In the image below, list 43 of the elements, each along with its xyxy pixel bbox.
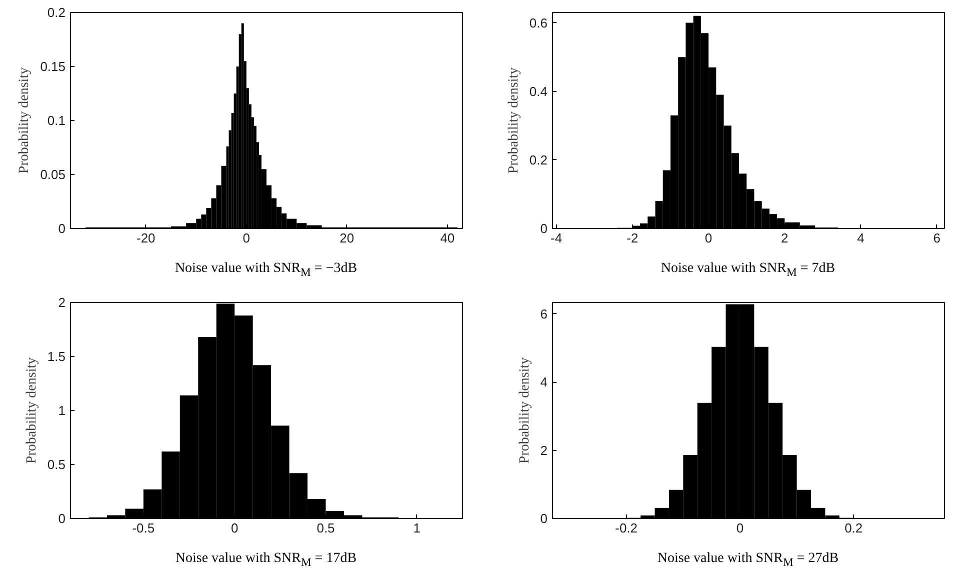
x-axis-title: Noise value with SNR$_{M}$ = 7dB	[660, 260, 836, 281]
x-tick-label: 0.2	[844, 520, 863, 536]
y-tick-label: 0.2	[529, 152, 548, 168]
x-tick-label: -20	[136, 230, 156, 246]
y-tick-label: 0	[540, 221, 548, 236]
x-tick-label: 0	[736, 520, 744, 536]
x-axis-title: Noise value with SNR$_{M}$ = −3dB	[174, 260, 358, 281]
x-tick-label: 0	[230, 520, 238, 536]
y-tick-label: 6	[540, 306, 548, 322]
x-tick-label: 6	[933, 230, 941, 246]
y-tick-label: 1	[58, 403, 66, 418]
y-tick-label: 0.2	[47, 5, 66, 20]
x-tick-label: 4	[857, 230, 864, 246]
x-axis-title: Noise value with SNR$_{M}$ = 17dB	[175, 550, 357, 571]
x-tick-label: -0.2	[615, 520, 638, 536]
y-tick-label: 1.5	[47, 349, 66, 364]
y-tick-label: 0.05	[40, 167, 66, 182]
x-tick-label: 20	[340, 230, 354, 246]
y-tick-label: 0.4	[529, 84, 548, 99]
x-tick-label: -4	[550, 230, 562, 246]
y-tick-label: 0.1	[47, 113, 66, 128]
x-tick-label: 40	[440, 230, 455, 246]
x-axis-title: Noise value with SNR$_{M}$ = 27dB	[657, 550, 839, 571]
x-tick-label: 0.5	[316, 520, 335, 536]
y-tick-label: 0.15	[40, 59, 66, 74]
y-tick-label: 4	[540, 374, 548, 390]
y-axis-title: Probability density	[24, 357, 40, 464]
y-tick-label: 0.5	[47, 457, 66, 472]
x-tick-label: -0.5	[132, 520, 155, 536]
y-axis-title: Probability density	[517, 357, 532, 464]
x-tick-label: -2	[626, 230, 638, 246]
y-axis-title: Probability density	[506, 67, 522, 174]
y-tick-label: 2	[58, 295, 66, 310]
y-axis-title: Probability density	[17, 67, 32, 174]
y-tick-label: 0	[58, 511, 66, 526]
y-tick-label: 0.6	[529, 15, 548, 30]
y-tick-label: 0	[58, 221, 66, 236]
x-tick-label: 0	[242, 230, 250, 246]
y-tick-label: 2	[540, 442, 548, 458]
y-tick-label: 0	[540, 511, 548, 526]
x-tick-label: 1	[413, 520, 421, 536]
x-tick-label: 2	[781, 230, 788, 246]
x-tick-label: 0	[704, 230, 712, 246]
